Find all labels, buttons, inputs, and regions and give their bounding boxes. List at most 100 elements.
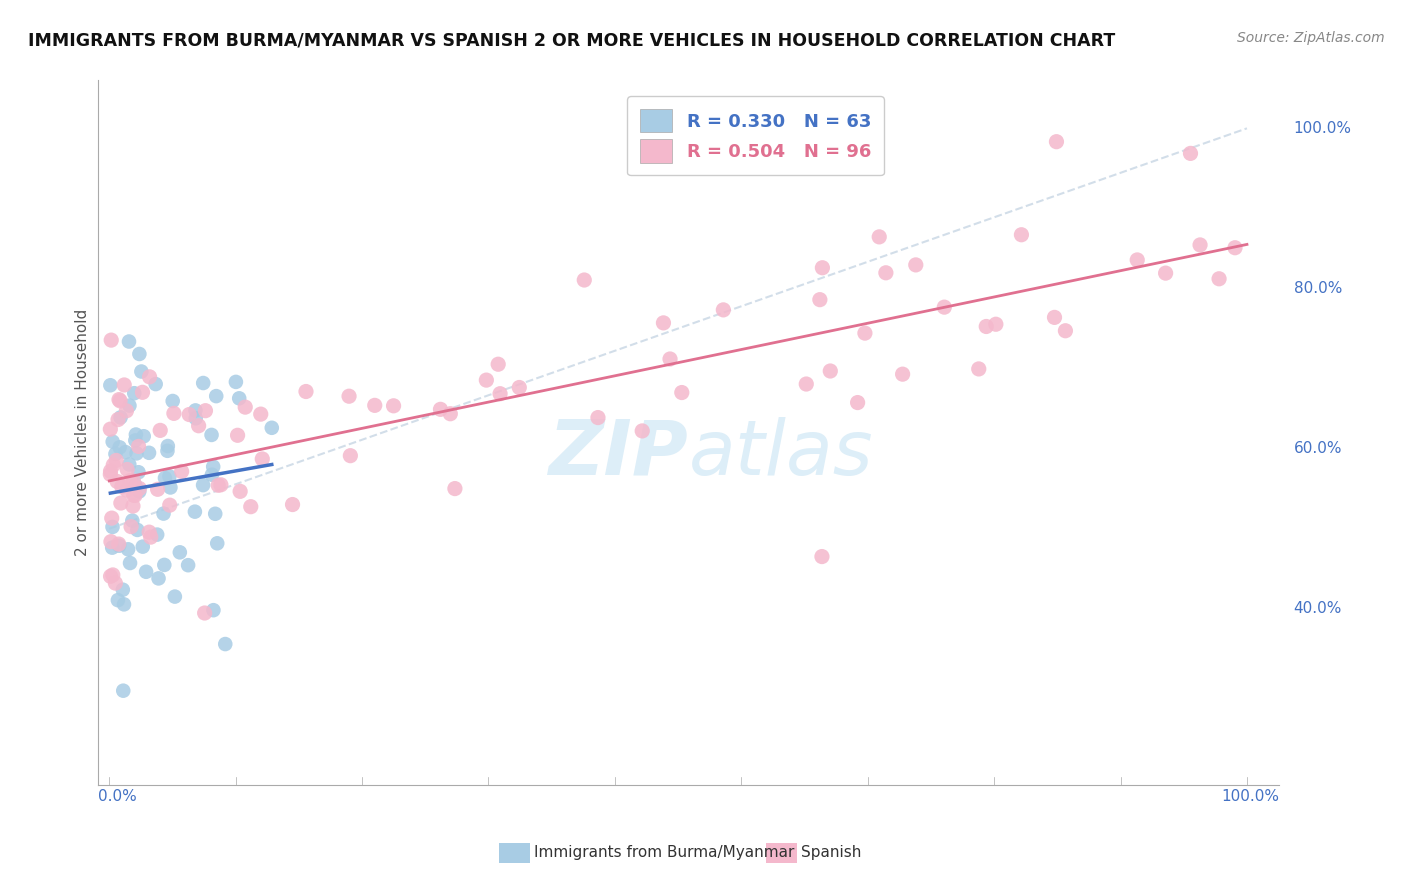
Point xyxy=(225,375,247,389)
Point xyxy=(114,445,136,459)
Point xyxy=(205,389,228,403)
Point xyxy=(194,606,217,620)
Point xyxy=(339,449,361,463)
Point xyxy=(103,458,125,472)
Point xyxy=(711,302,734,317)
Point xyxy=(128,482,150,496)
Point xyxy=(122,386,145,401)
Point xyxy=(148,571,170,585)
Point xyxy=(239,500,262,514)
Point xyxy=(295,384,318,399)
Point xyxy=(115,483,138,498)
Point xyxy=(128,465,150,479)
Point xyxy=(146,527,169,541)
Point xyxy=(475,373,498,387)
Point xyxy=(156,443,179,458)
Point xyxy=(1208,272,1230,286)
Point xyxy=(202,603,225,617)
Text: 80.0%: 80.0% xyxy=(1294,281,1341,296)
Point xyxy=(107,412,129,426)
Text: Immigrants from Burma/Myanmar: Immigrants from Burma/Myanmar xyxy=(534,846,794,860)
Point xyxy=(671,385,693,400)
Point xyxy=(104,447,127,461)
Point xyxy=(100,511,122,525)
Point xyxy=(209,477,232,491)
Point xyxy=(98,467,121,482)
Point xyxy=(125,446,148,460)
Point xyxy=(98,422,121,436)
Point xyxy=(207,536,229,550)
Point xyxy=(875,266,897,280)
Point xyxy=(364,398,387,412)
Point xyxy=(489,386,512,401)
Y-axis label: 2 or more Vehicles in Household: 2 or more Vehicles in Household xyxy=(75,309,90,557)
Point xyxy=(811,549,834,564)
Point xyxy=(159,498,181,512)
Text: ZIP: ZIP xyxy=(550,417,689,491)
Point xyxy=(226,428,249,442)
Point xyxy=(100,569,122,583)
Point xyxy=(101,568,124,582)
Point xyxy=(252,452,274,467)
Point xyxy=(152,507,174,521)
Point xyxy=(117,542,139,557)
Point xyxy=(201,467,224,482)
Point xyxy=(177,558,200,573)
Point xyxy=(207,478,229,492)
Point xyxy=(149,423,172,437)
Point xyxy=(260,421,283,435)
Point xyxy=(846,395,869,409)
Point xyxy=(184,403,207,417)
Point xyxy=(157,469,180,483)
Point xyxy=(132,540,155,554)
Point xyxy=(101,541,124,555)
Text: 60.0%: 60.0% xyxy=(1294,442,1343,456)
Point xyxy=(184,505,207,519)
Point xyxy=(98,378,121,392)
Point xyxy=(132,429,155,443)
Point xyxy=(105,475,128,489)
Point xyxy=(337,389,360,403)
Point xyxy=(138,446,160,460)
Point xyxy=(128,347,150,361)
Point xyxy=(1010,227,1032,242)
Point xyxy=(170,465,193,479)
Text: 0.0%: 0.0% xyxy=(98,789,138,804)
Point xyxy=(111,480,134,494)
Point xyxy=(127,523,149,537)
Point xyxy=(439,407,461,421)
Point xyxy=(125,427,148,442)
Point xyxy=(146,483,169,497)
Point xyxy=(111,582,134,597)
Point xyxy=(107,593,129,607)
Point xyxy=(586,410,609,425)
Point xyxy=(112,683,135,698)
Point xyxy=(159,480,181,494)
Point xyxy=(131,364,153,378)
Point xyxy=(187,418,209,433)
Point xyxy=(104,576,127,591)
Point xyxy=(853,326,876,340)
Point xyxy=(233,400,256,414)
Point xyxy=(118,334,141,349)
Point xyxy=(984,318,1007,332)
Point xyxy=(1126,252,1149,267)
Point xyxy=(121,514,143,528)
Point xyxy=(100,464,122,478)
Point xyxy=(204,507,226,521)
Point xyxy=(794,377,817,392)
Point xyxy=(382,399,405,413)
Point xyxy=(486,357,509,371)
Point xyxy=(128,439,150,453)
Point xyxy=(162,394,184,409)
Point xyxy=(904,258,927,272)
Point xyxy=(967,362,990,376)
Point xyxy=(120,519,142,533)
Point xyxy=(100,333,122,347)
Point xyxy=(128,484,150,499)
Point xyxy=(808,293,831,307)
Point xyxy=(108,393,131,408)
Point xyxy=(118,474,141,488)
Text: 100.0%: 100.0% xyxy=(1222,789,1279,804)
Point xyxy=(179,408,201,422)
